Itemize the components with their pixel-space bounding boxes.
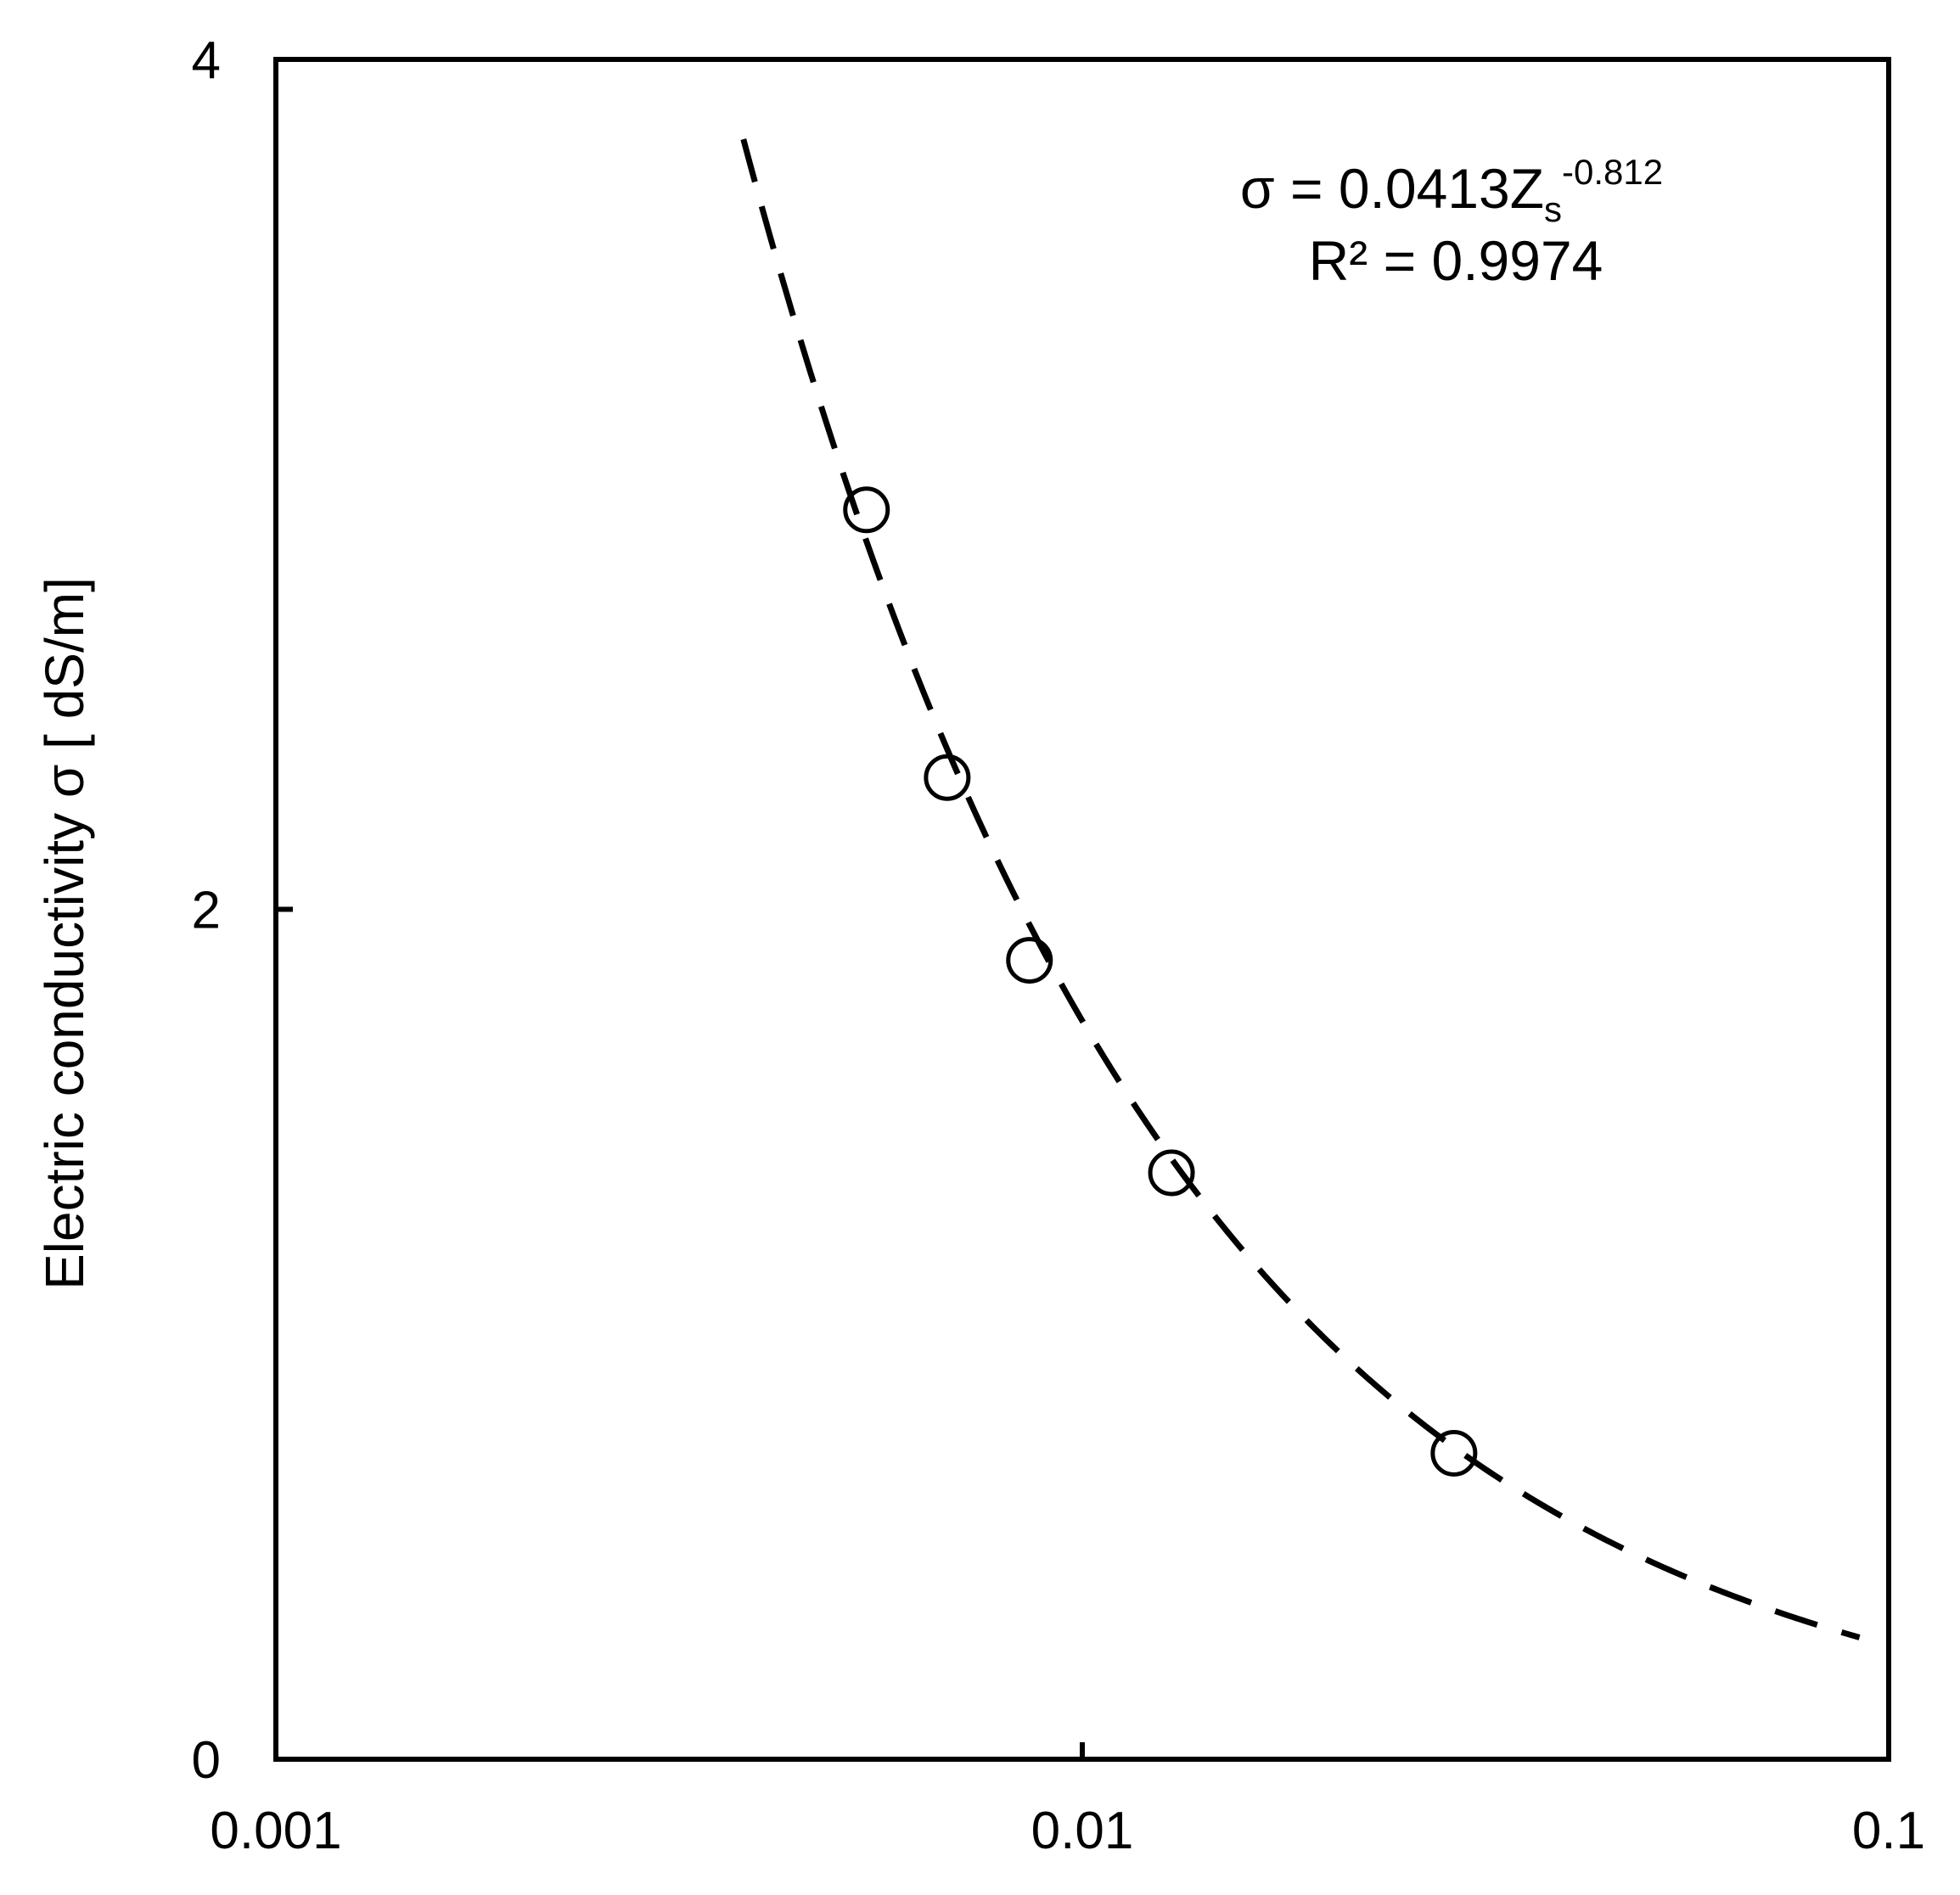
data-point [924, 754, 971, 801]
trendline [740, 138, 1861, 1640]
data-point [843, 486, 890, 534]
y-tick-label: 4 [192, 31, 221, 90]
data-point [1430, 1429, 1478, 1477]
equation-annotation: σ = 0.0413Zs-0.812 [1240, 152, 1663, 229]
data-points-layer [843, 486, 1478, 1477]
y-axis-title: Electric conductivity σ [ dS/m] [34, 577, 95, 1290]
axes [273, 57, 1891, 1762]
y-tick-label: 0 [192, 1731, 221, 1790]
plot-area-frame [273, 57, 1891, 1762]
x-tick-label: 0.1 [1852, 1802, 1925, 1860]
data-point [1148, 1149, 1195, 1197]
equation-subscript: s [1544, 189, 1562, 229]
r-squared-annotation: R² = 0.9974 [1309, 229, 1603, 292]
equation-main: σ = 0.0413Z [1240, 157, 1544, 220]
y-tick-label: 2 [192, 882, 221, 940]
x-tick-label: 0.001 [210, 1802, 341, 1860]
ticks-layer: 0.001 0.01 0.1 0 2 4 [192, 31, 1926, 1860]
data-point [1006, 937, 1053, 984]
trendline-layer [740, 138, 1861, 1640]
equation-exponent: -0.812 [1562, 152, 1663, 192]
x-tick-label: 0.01 [1031, 1802, 1134, 1860]
